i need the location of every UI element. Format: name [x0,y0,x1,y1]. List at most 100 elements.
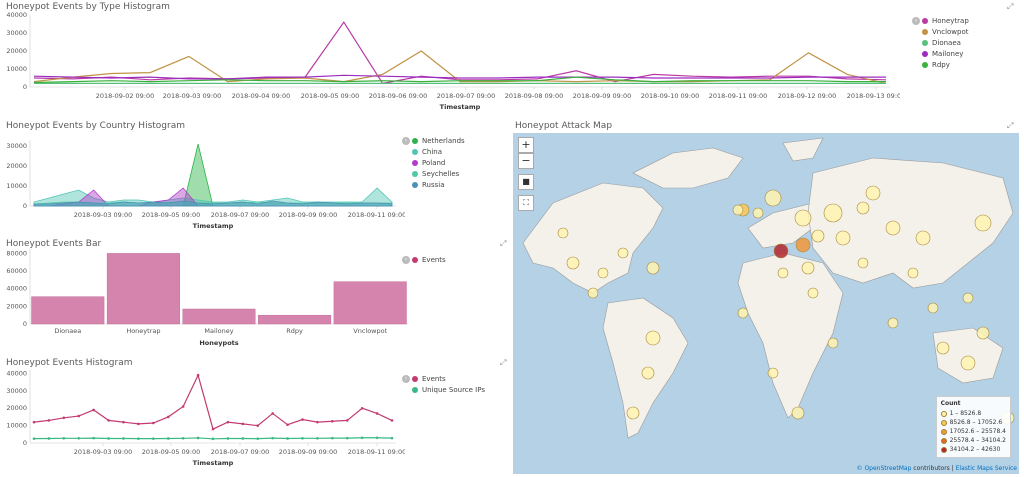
x-axis-title: Honeypots [199,339,238,347]
y-tick-label: 40000 [6,285,27,293]
legend-label: Events [422,374,446,383]
legend-item[interactable]: Dionaea [922,37,969,48]
legend-toggle-icon[interactable]: › [912,17,920,25]
attack-point-marker [927,302,939,314]
attack-point-marker [557,227,569,239]
attack-point-marker [777,267,789,279]
zoom-out-button[interactable]: − [518,153,534,169]
attack-point-marker [823,203,843,223]
legend-item[interactable]: Events [412,254,446,265]
attack-point-marker [626,406,640,420]
expand-icon[interactable]: ⤢ [1007,121,1014,130]
expand-icon[interactable]: ⤢ [500,358,507,367]
line-series-events [33,373,393,430]
data-point [241,437,245,440]
count-legend-dot-icon [940,428,947,435]
area-series-china [33,187,393,207]
y-tick-label: 0 [23,439,27,447]
legend-item[interactable]: China [412,146,465,157]
count-legend-label: 25578.4 – 34104.2 [949,437,1006,444]
bar-vnclowpot [333,281,407,325]
events-legend: › Events Unique Source IPs [402,373,485,395]
y-tick-label: 0 [23,320,27,328]
x-tick-label: 2018-09-12 09:00 [778,92,837,100]
legend-item[interactable]: Netherlands [412,135,465,146]
landmass [807,157,1014,289]
legend-label: Events [422,255,446,264]
data-point [122,437,125,440]
data-point [211,427,215,431]
legend-toggle-icon[interactable]: › [402,375,410,383]
data-point [77,414,81,418]
legend-toggle-icon[interactable]: › [402,137,410,145]
legend-item[interactable]: Honeytrap [922,15,969,26]
legend-item[interactable]: Events [412,373,485,384]
attack-point-marker [791,406,805,420]
attack-point-marker [587,287,599,299]
legend-item[interactable]: Russia [412,179,465,190]
legend-label: Honeytrap [932,16,969,25]
attack-point-marker [885,220,901,236]
y-tick-label: 20000 [6,404,27,412]
attack-point-marker [737,307,749,319]
legend-item[interactable]: Mailoney [922,48,969,59]
x-tick-label: Vnclowpot [353,327,387,335]
legend-label: Seychelles [422,169,460,178]
legend-item[interactable]: Seychelles [412,168,465,179]
legend-label: Dionaea [932,38,961,47]
data-point [256,437,260,440]
landmass [782,137,824,162]
legend-item[interactable]: Unique Source IPs [412,384,485,395]
data-point [152,421,155,425]
data-point [316,420,319,424]
bar-legend: › Events [402,254,446,265]
landmass [632,147,744,189]
legend-label: Unique Source IPs [422,385,485,394]
data-point [256,424,260,427]
attack-point-marker [827,337,839,349]
count-legend-label: 8526.8 – 17052.6 [949,419,1003,426]
fit-bounds-button[interactable]: ⛶ [518,195,534,211]
count-legend-label: 1 – 8526.8 [949,410,982,417]
legend-dot-icon [412,375,418,382]
legend-item[interactable]: Vnclowpot [922,26,969,37]
count-legend-title: Count [940,400,961,407]
x-tick-label: 2018-09-02 09:00 [96,92,155,100]
map-canvas[interactable] [513,133,1019,474]
y-tick-label: 10000 [6,182,27,190]
expand-icon[interactable]: ⤢ [500,239,507,248]
attack-point-marker [795,237,811,253]
x-tick-label: 2018-09-08 09:00 [505,92,564,100]
x-tick-label: 2018-09-05 09:00 [142,211,201,219]
type-legend: › Honeytrap Vnclowpot Dionaea Mailoney Rdpy [912,15,969,70]
data-point [316,437,319,440]
expand-icon[interactable]: ⤢ [1007,2,1014,11]
attack-point-marker [794,209,812,227]
data-point [92,408,95,412]
legend-item[interactable]: Poland [412,157,465,168]
bar-mailoney [182,308,256,325]
ems-link[interactable]: Elastic Maps Service [955,465,1017,472]
data-point [286,437,289,440]
panel-title: Honeypot Events Histogram [6,358,133,368]
data-point [271,412,274,415]
zoom-in-button[interactable]: + [518,137,534,153]
attack-point-marker [617,247,629,259]
country-histogram-chart: 0 10000 20000 30000 2018-09-03 09:00 2018-09-… [6,140,405,230]
events-histogram-chart: 0 10000 20000 30000 40000 2018-09-03 09:00 201… [6,369,405,467]
attack-point-marker [887,317,899,329]
data-point [331,419,334,423]
legend-toggle-icon[interactable]: › [402,256,410,264]
legend-item[interactable]: Rdpy [922,59,969,70]
y-tick-label: 80000 [6,249,27,257]
count-legend-dot-icon [940,446,947,453]
osm-link[interactable]: © OpenStreetMap [856,465,912,472]
line-series-mailoney [33,74,886,80]
attack-point-marker [915,230,931,246]
attack-map[interactable]: + − ■ ⛶ Count 1 – 8526.8 8526.8 – 17052.6… [513,133,1019,474]
data-point [271,436,274,440]
draw-filter-button[interactable]: ■ [518,174,534,190]
area-series-russia [33,200,393,207]
line-series-honeytrap [33,21,887,85]
x-tick-label: 2018-09-09 09:00 [279,211,338,219]
